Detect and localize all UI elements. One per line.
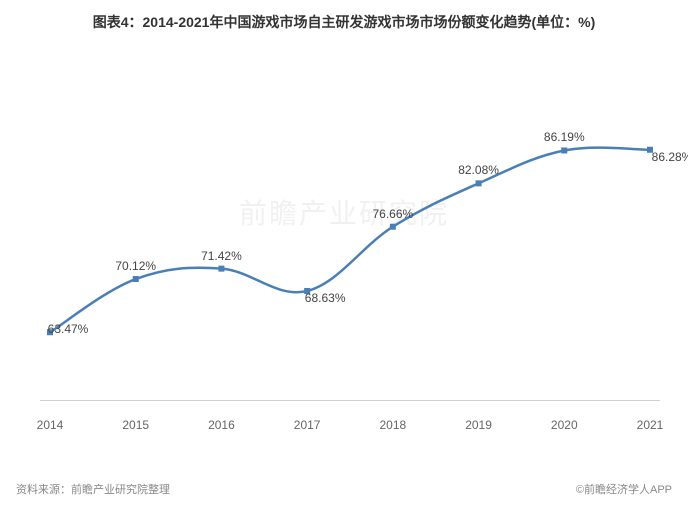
data-point-label: 86.28% (652, 150, 688, 164)
x-axis-label: 2018 (379, 418, 406, 432)
x-axis-label: 2015 (122, 418, 149, 432)
data-point-label: 63.47% (48, 322, 89, 336)
x-axis-label: 2020 (551, 418, 578, 432)
chart-plot-area: 2014 63.47% 2015 70.12% 2016 71.42% 2017 68.63%… (40, 60, 660, 440)
data-point-label: 76.66% (372, 207, 413, 221)
data-point-label: 86.19% (544, 130, 585, 144)
credit-label: ©前瞻经济学人APP (576, 481, 672, 497)
x-axis-label: 2017 (294, 418, 321, 432)
source-label: 资料来源：前瞻产业研究院整理 (16, 481, 170, 497)
x-axis-label: 2019 (465, 418, 492, 432)
x-axis-label: 2021 (637, 418, 664, 432)
x-axis-label: 2016 (208, 418, 235, 432)
data-point-label: 82.08% (458, 163, 499, 177)
chart-footer: 资料来源：前瞻产业研究院整理 ©前瞻经济学人APP (16, 481, 672, 497)
line-chart-svg (40, 60, 660, 440)
data-point-label: 68.63% (305, 291, 346, 305)
chart-title: 图表4：2014-2021年中国游戏市场自主研发游戏市场市场份额变化趋势(单位：… (0, 0, 688, 32)
x-axis-label: 2014 (37, 418, 64, 432)
data-point-label: 71.42% (201, 249, 242, 263)
data-point-label: 70.12% (115, 259, 156, 273)
